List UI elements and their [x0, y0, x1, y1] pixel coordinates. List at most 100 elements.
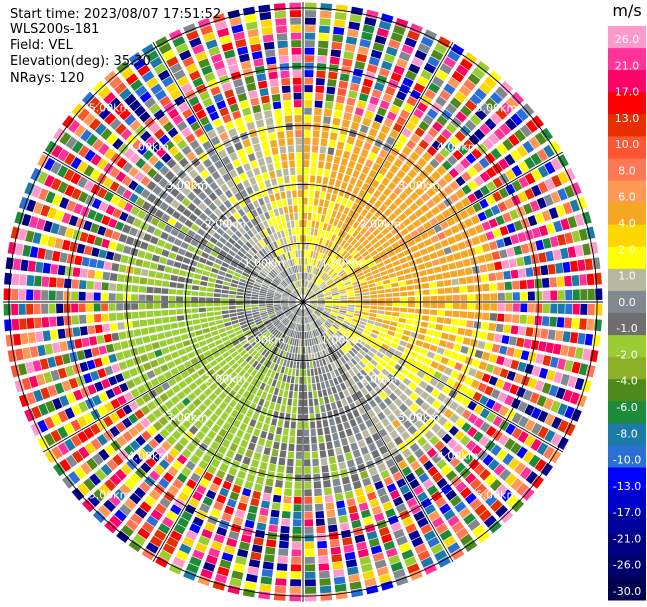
velocity-cell	[535, 303, 543, 313]
velocity-cell	[314, 259, 319, 267]
velocity-cell	[453, 213, 463, 223]
velocity-cell	[314, 190, 320, 199]
velocity-cell	[462, 258, 471, 267]
velocity-cell	[441, 128, 452, 140]
velocity-cell	[375, 422, 384, 431]
velocity-cell	[374, 559, 387, 569]
velocity-cell	[420, 364, 429, 373]
velocity-cell	[359, 349, 367, 357]
velocity-cell	[307, 331, 311, 339]
velocity-cell	[476, 530, 490, 543]
velocity-cell	[378, 266, 387, 272]
velocity-cell	[323, 288, 330, 293]
velocity-cell	[423, 238, 433, 247]
velocity-cell	[490, 444, 502, 456]
velocity-cell	[457, 448, 469, 460]
velocity-cell	[426, 395, 436, 405]
velocity-cell	[324, 293, 332, 296]
velocity-cell	[372, 552, 385, 562]
velocity-cell	[304, 579, 316, 587]
velocity-cell	[437, 556, 451, 568]
velocity-cell	[406, 372, 416, 381]
velocity-cell	[461, 197, 471, 208]
velocity-cell	[303, 316, 306, 324]
velocity-cell	[367, 319, 375, 325]
velocity-cell	[557, 419, 569, 433]
velocity-cell	[570, 332, 579, 344]
velocity-cell	[364, 484, 374, 494]
velocity-cell	[310, 167, 317, 176]
velocity-cell	[418, 139, 429, 150]
velocity-cell	[457, 241, 467, 250]
velocity-cell	[294, 489, 302, 497]
velocity-cell	[318, 359, 324, 367]
velocity-cell	[455, 111, 467, 123]
velocity-cell	[420, 413, 430, 423]
velocity-cell	[537, 426, 549, 439]
velocity-cell	[316, 292, 323, 296]
velocity-cell	[372, 367, 381, 376]
velocity-cell	[358, 92, 369, 102]
velocity-cell	[404, 387, 413, 397]
velocity-cell	[419, 270, 427, 277]
velocity-cell	[325, 266, 331, 273]
velocity-cell	[373, 189, 382, 199]
velocity-cell	[307, 290, 313, 297]
velocity-cell	[335, 332, 342, 339]
velocity-cell	[383, 118, 394, 128]
velocity-cell	[499, 368, 509, 379]
velocity-cell	[306, 361, 310, 369]
velocity-cell	[340, 260, 347, 267]
velocity-cell	[368, 152, 377, 162]
velocity-cell	[473, 162, 484, 173]
velocity-cell	[420, 36, 434, 48]
velocity-cell	[354, 310, 362, 314]
velocity-cell	[417, 333, 426, 341]
velocity-cell	[444, 310, 453, 317]
velocity-cell	[307, 384, 312, 392]
velocity-cell	[482, 293, 490, 301]
velocity-cell	[437, 231, 446, 240]
velocity-cell	[303, 339, 305, 347]
velocity-cell	[353, 344, 361, 352]
velocity-cell	[368, 537, 380, 548]
velocity-cell	[499, 345, 508, 355]
velocity-cell	[377, 223, 386, 232]
velocity-cell	[567, 246, 577, 258]
velocity-cell	[344, 490, 354, 500]
velocity-cell	[464, 119, 477, 132]
velocity-cell	[390, 227, 400, 236]
velocity-cell	[454, 501, 467, 513]
velocity-cell	[378, 401, 387, 411]
velocity-cell	[321, 314, 328, 320]
velocity-cell	[547, 329, 556, 340]
velocity-cell	[457, 354, 467, 363]
velocity-cell	[319, 374, 324, 382]
velocity-cell	[521, 487, 535, 501]
velocity-cell	[504, 394, 515, 406]
velocity-cell	[482, 454, 494, 466]
velocity-cell	[555, 387, 566, 400]
velocity-cell	[351, 202, 359, 211]
velocity-cell	[537, 181, 549, 194]
velocity-cell	[309, 406, 314, 414]
velocity-cell	[500, 102, 513, 115]
velocity-cell	[518, 326, 526, 336]
colorbar-tick-label: 6.0	[618, 191, 636, 204]
velocity-cell	[304, 331, 307, 339]
velocity-cell	[495, 504, 508, 518]
velocity-cell	[324, 380, 330, 389]
velocity-cell	[438, 339, 447, 348]
velocity-cell	[431, 206, 441, 216]
velocity-cell	[422, 296, 430, 302]
velocity-cell	[322, 324, 328, 331]
velocity-cell	[341, 65, 352, 75]
velocity-cell	[362, 78, 374, 88]
velocity-cell	[409, 570, 423, 581]
velocity-cell	[556, 317, 565, 328]
velocity-cell	[303, 309, 305, 317]
velocity-cell	[313, 398, 319, 406]
velocity-cell	[437, 364, 446, 373]
velocity-cell	[394, 332, 403, 339]
velocity-cell	[337, 220, 343, 229]
